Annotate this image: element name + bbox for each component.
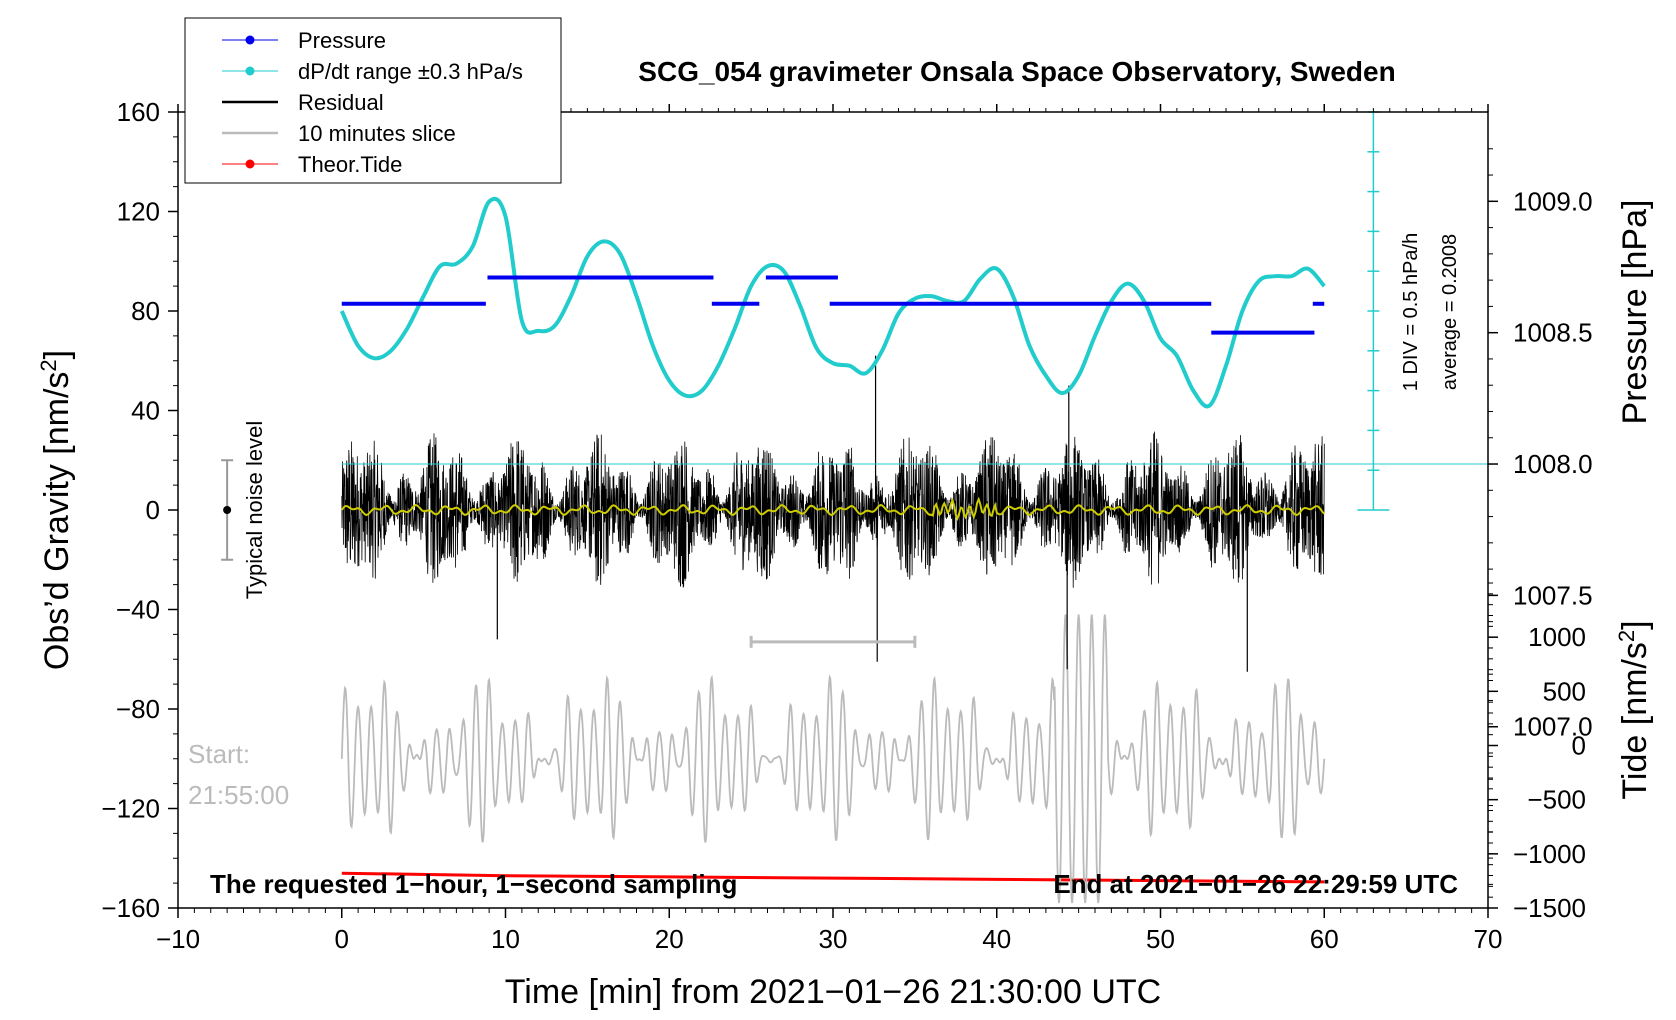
tide-tick-label: 500	[1543, 676, 1586, 706]
legend-marker	[245, 35, 255, 45]
chart-title: SCG_054 gravimeter Onsala Space Observat…	[638, 56, 1395, 87]
y-tick-label: 40	[131, 396, 160, 426]
pressure-tick-label: 1008.0	[1513, 449, 1593, 479]
dpdt-curve	[339, 196, 1326, 409]
y-tick-label: −80	[116, 694, 160, 724]
x-tick-label: 70	[1474, 924, 1503, 954]
noise-center-dot	[223, 506, 232, 514]
legend-box	[184, 17, 562, 184]
legend-marker	[245, 66, 255, 76]
sampling-note: The requested 1−hour, 1−second sampling	[210, 869, 737, 899]
x-tick-label: 30	[819, 924, 848, 954]
pressure-tick-label: 1009.0	[1513, 186, 1593, 216]
noise-level-label: Typical noise level	[242, 421, 267, 600]
pressure-axis-label: Pressure [hPa]	[1616, 200, 1654, 425]
legend-label: Theor.Tide	[298, 152, 402, 177]
tide-axis-ticks: 1000 500 0 −500 −1000 −1500	[1488, 582, 1586, 923]
pressure-segments	[341, 275, 1325, 335]
pressure-tick-label: 1007.5	[1513, 580, 1593, 610]
x-tick-label: 60	[1310, 924, 1339, 954]
y-axis-ticks: 160 120 80 40 0 −40 −80 −120 −160	[101, 97, 178, 923]
legend-label: dP/dt range ±0.3 hPa/s	[298, 59, 523, 84]
dpdt-scale-label: 1 DIV = 0.5 hPa/h	[1400, 233, 1422, 391]
dpdt-scale-bar	[1357, 111, 1390, 511]
y-tick-label: −120	[101, 794, 160, 824]
ten-minute-slice-series	[340, 614, 1326, 904]
x-axis-label: Time [min] from 2021−01−26 21:30:00 UTC	[505, 973, 1161, 1011]
x-axis-ticks: −10 0 10 20 30 40 50 60 70	[156, 104, 1503, 954]
y-tick-label: 0	[146, 495, 160, 525]
smoothed-residual-series	[340, 496, 1325, 522]
tide-tick-label: −1000	[1513, 839, 1586, 869]
residual-series	[341, 355, 1325, 672]
residual-line	[341, 431, 1325, 588]
start-time: 21:55:00	[188, 780, 289, 810]
tide-tick-label: −500	[1527, 785, 1586, 815]
legend: Pressure dP/dt range ±0.3 hPa/s Residual 10…	[184, 17, 562, 184]
tide-tick-label: −1500	[1513, 893, 1586, 923]
x-tick-label: −10	[156, 924, 200, 954]
y-tick-label: 80	[131, 296, 160, 326]
legend-label: 10 minutes slice	[298, 121, 456, 146]
start-label: Start:	[188, 739, 250, 769]
dpdt-line	[339, 196, 1326, 409]
slice-range-marker	[749, 635, 917, 648]
y-tick-label: −40	[116, 595, 160, 625]
slice-line	[340, 614, 1326, 904]
y-tick-label: 120	[117, 197, 160, 227]
pressure-tick-label: 1007.0	[1513, 712, 1593, 742]
tide-tick-label: 0	[1572, 731, 1586, 761]
tide-axis-label: Tide [nm/s2]	[1614, 620, 1654, 799]
x-tick-label: 20	[655, 924, 684, 954]
x-tick-label: 40	[982, 924, 1011, 954]
pressure-axis-ticks: 1009.0 1008.5 1008.0 1007.5 1007.0	[1488, 148, 1593, 885]
x-tick-label: 50	[1146, 924, 1175, 954]
end-time-note: End at 2021−01−26 22:29:59 UTC	[1053, 869, 1458, 899]
y-tick-label: −160	[101, 893, 160, 923]
pressure-tick-label: 1008.5	[1513, 318, 1593, 348]
y-axis-label-left: Obs’d Gravity [nm/s2]	[36, 350, 76, 670]
tide-tick-label: 1000	[1528, 622, 1586, 652]
legend-label: Pressure	[298, 28, 386, 53]
average-label: average = 0.2008	[1439, 234, 1461, 390]
smoothed-residual-line	[340, 496, 1325, 522]
theoretical-tide-line	[341, 871, 1325, 884]
typical-noise-level-bar	[221, 459, 234, 561]
x-tick-label: 0	[335, 924, 349, 954]
legend-label: Residual	[298, 90, 384, 115]
x-tick-label: 10	[491, 924, 520, 954]
y-tick-label: 160	[117, 97, 160, 127]
legend-marker	[245, 159, 255, 169]
tide-line	[341, 871, 1325, 884]
